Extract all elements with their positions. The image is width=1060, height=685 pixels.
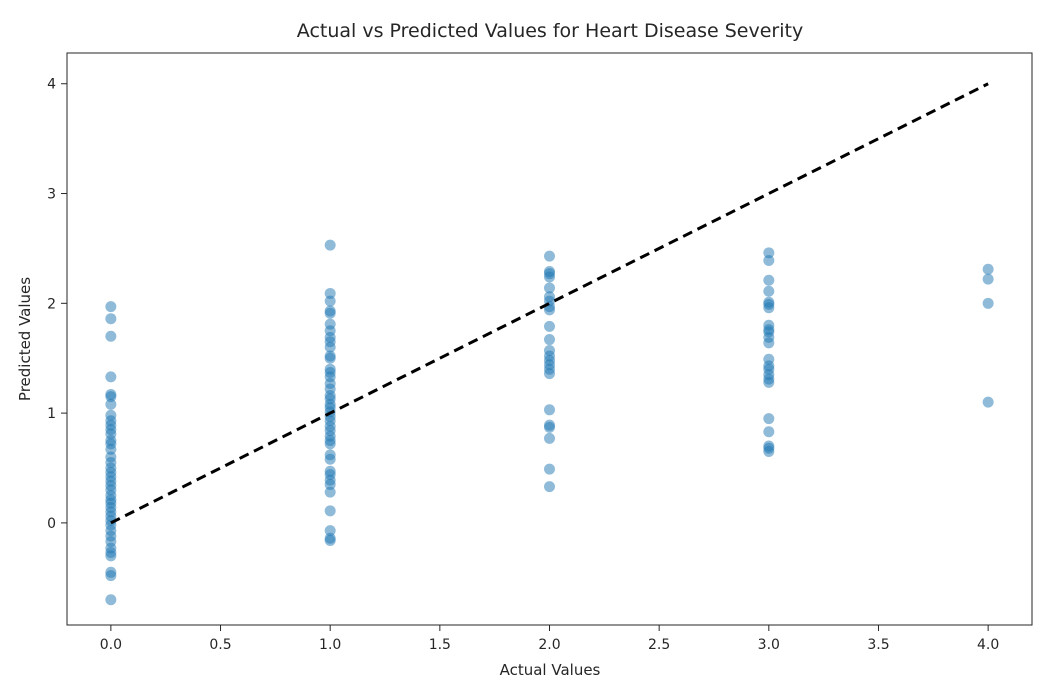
data-point <box>763 376 775 388</box>
data-point <box>324 534 336 546</box>
data-point <box>544 463 555 475</box>
data-point <box>982 396 994 408</box>
x-tick-label: 1.0 <box>319 637 341 653</box>
y-tick-label: 0 <box>47 516 56 532</box>
data-point <box>324 438 336 450</box>
data-point <box>544 404 555 416</box>
data-point <box>105 443 117 455</box>
data-point <box>763 446 775 458</box>
data-point <box>763 337 775 349</box>
data-point <box>763 426 775 438</box>
data-point <box>763 255 775 266</box>
points-layer <box>105 239 994 606</box>
data-point <box>544 282 555 294</box>
data-point <box>544 320 555 332</box>
data-point <box>763 285 775 297</box>
data-point <box>763 302 775 314</box>
y-axis-ticks: 0 1 2 3 4 <box>47 77 67 532</box>
y-tick-label: 3 <box>47 187 56 203</box>
chart-title: Actual vs Predicted Values for Heart Dis… <box>297 20 803 42</box>
reference-line <box>110 82 989 525</box>
y-tick-label: 2 <box>47 296 56 312</box>
data-point <box>544 432 555 444</box>
data-point <box>324 239 336 251</box>
x-tick-label: 2.5 <box>648 637 670 653</box>
x-tick-label: 0.0 <box>100 637 122 653</box>
data-point <box>105 398 117 410</box>
x-tick-label: 3.5 <box>867 637 889 653</box>
data-point <box>324 505 336 517</box>
data-point <box>324 478 336 490</box>
data-point <box>105 371 117 383</box>
data-point <box>544 481 555 493</box>
data-point <box>982 263 994 275</box>
data-point <box>982 297 994 309</box>
data-point <box>544 368 555 380</box>
data-point <box>324 453 336 465</box>
data-point <box>105 313 117 325</box>
data-point <box>982 273 994 285</box>
data-point <box>324 352 336 364</box>
data-point <box>763 274 775 286</box>
data-point <box>544 334 555 346</box>
data-point <box>105 330 117 342</box>
data-point <box>105 550 117 562</box>
data-point <box>105 594 117 606</box>
data-point <box>324 307 336 319</box>
x-tick-label: 4.0 <box>977 637 999 653</box>
data-point <box>324 486 336 498</box>
data-point <box>105 391 117 403</box>
data-point <box>544 304 555 316</box>
data-point <box>763 413 775 425</box>
data-point <box>763 247 775 259</box>
x-tick-label: 2.0 <box>538 637 560 653</box>
x-axis-label: Actual Values <box>500 661 601 679</box>
data-point <box>324 287 336 299</box>
x-axis-ticks: 0.0 0.5 1.0 1.5 2.0 2.5 3.0 3.5 4.0 <box>100 625 999 653</box>
y-tick-label: 4 <box>47 77 56 93</box>
data-point <box>324 341 336 353</box>
data-point <box>324 295 336 307</box>
data-point <box>544 250 555 262</box>
y-tick-label: 1 <box>47 406 56 422</box>
data-point <box>105 301 117 313</box>
x-tick-label: 1.5 <box>429 637 451 653</box>
data-point <box>105 570 117 582</box>
x-tick-label: 3.0 <box>758 637 780 653</box>
x-tick-label: 0.5 <box>209 637 231 653</box>
data-point <box>324 525 336 537</box>
y-axis-label: Predicted Values <box>16 277 34 401</box>
data-point <box>544 421 555 433</box>
data-point <box>544 271 555 283</box>
